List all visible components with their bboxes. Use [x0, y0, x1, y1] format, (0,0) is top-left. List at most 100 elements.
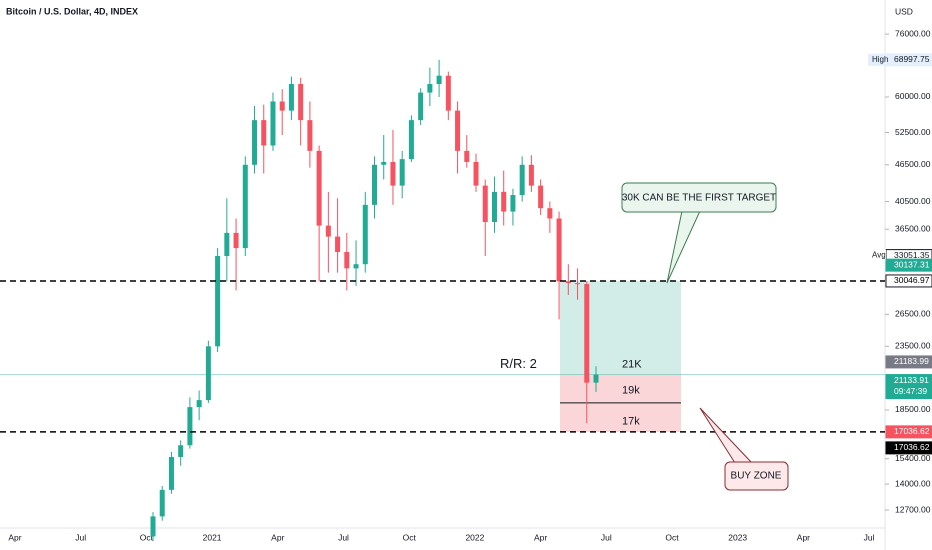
price-label: 21183.99	[894, 356, 929, 366]
candle-body	[547, 208, 553, 219]
candle-body	[593, 374, 599, 383]
callout-pointer	[699, 407, 753, 464]
price-label: 68997.75	[894, 54, 930, 64]
x-tick-label: Oct	[140, 532, 154, 542]
candle-body	[556, 218, 562, 282]
candle-body	[150, 516, 156, 537]
y-tick-label: 46500.00	[895, 159, 931, 169]
candle-body	[464, 150, 470, 162]
x-tick-label: Jul	[75, 532, 86, 542]
candle-body	[279, 101, 285, 111]
price-tag: Avg	[872, 251, 886, 260]
stop-label: 17k	[622, 415, 640, 427]
callout-box	[621, 182, 777, 213]
candle-body	[381, 161, 387, 165]
x-tick-label: Jul	[338, 532, 349, 542]
candle-body	[408, 120, 414, 160]
price-label-bg	[885, 425, 932, 439]
price-label-bg	[885, 441, 932, 455]
candle-body	[501, 191, 507, 212]
candle-body	[242, 164, 248, 249]
y-tick-label: 76000.00	[895, 28, 931, 38]
candle-body	[344, 252, 350, 269]
entry-label: 21K	[622, 358, 642, 370]
y-tick-label: 40500.00	[895, 196, 931, 206]
x-tick-label: Apr	[8, 532, 21, 542]
callout-box	[724, 461, 789, 491]
candle-body	[307, 120, 313, 151]
y-tick-label: 15400.00	[895, 453, 931, 463]
callout-pointer	[666, 210, 701, 284]
candle-body	[316, 150, 322, 226]
candle-body	[224, 232, 230, 257]
candle-body	[418, 92, 424, 121]
candle-body	[519, 164, 525, 196]
candle-body	[178, 445, 184, 458]
candle-body	[168, 457, 174, 490]
candle-body	[445, 75, 451, 111]
candle-body	[399, 159, 405, 186]
candle-body	[362, 204, 368, 265]
candle-body	[215, 256, 221, 347]
x-tick-label: Apr	[534, 532, 547, 542]
y-tick-label: 14000.00	[895, 478, 931, 488]
y-tick-label: 52500.00	[895, 127, 931, 137]
candle-body	[482, 185, 488, 223]
candle-body	[473, 161, 479, 186]
x-tick-label: 2023	[728, 532, 747, 542]
candle-body	[575, 283, 581, 285]
candle-body	[510, 195, 516, 212]
y-tick-label: 26500.00	[895, 309, 931, 319]
y-tick-label: 60000.00	[895, 91, 931, 101]
candle-body	[270, 101, 276, 146]
x-tick-label: Jul	[601, 532, 612, 542]
price-label: 33051.35	[894, 250, 930, 260]
x-tick-label: Oct	[403, 532, 417, 542]
x-tick-label: Apr	[797, 532, 810, 542]
price-label: 17036.62	[894, 426, 930, 436]
y-tick-label: 18500.00	[895, 404, 931, 414]
y-tick-label: 12700.00	[895, 504, 931, 514]
candle-body	[565, 281, 571, 284]
candle-body	[528, 164, 534, 186]
candle-body	[298, 84, 304, 121]
candle-body	[261, 120, 267, 146]
candle-body	[196, 400, 202, 408]
callout-text: 30K CAN BE THE FIRST TARGET	[622, 193, 776, 204]
price-tag-bg	[868, 249, 886, 262]
candle-body	[233, 232, 239, 249]
candle-body	[427, 84, 433, 93]
price-tag: High	[872, 55, 888, 64]
candle-body	[205, 346, 211, 401]
countdown: 09:47:39	[894, 386, 927, 396]
price-label: 21133.91	[894, 375, 929, 385]
price-label-bg	[885, 374, 932, 400]
price-label: 30137.31	[894, 259, 930, 269]
candle-body	[288, 84, 294, 111]
x-tick-label: Apr	[271, 532, 284, 542]
candle-body	[159, 489, 165, 517]
candle-body	[187, 407, 193, 446]
callout-text: BUY ZONE	[731, 471, 782, 482]
profit-zone	[560, 280, 681, 375]
candle-body	[390, 161, 396, 186]
y-tick-label: 36500.00	[895, 223, 931, 233]
currency: USD	[895, 6, 913, 16]
candle-body	[584, 284, 590, 383]
price-label: 17036.62	[894, 442, 930, 452]
candle-body	[436, 75, 442, 85]
y-tick-label: 23500.00	[895, 341, 931, 351]
candle-body	[353, 264, 359, 269]
candle-body	[335, 236, 341, 253]
x-tick-label: Jul	[864, 532, 875, 542]
price-label-bg	[885, 355, 932, 369]
candle-body	[372, 164, 377, 205]
ratio-label: R/R: 2	[500, 356, 537, 371]
chart-title: Bitcoin / U.S. Dollar, 4D, INDEX	[6, 6, 138, 16]
candle-body	[538, 185, 544, 209]
x-tick-label: 2021	[203, 532, 222, 542]
candle-body	[491, 191, 497, 223]
mid-label: 19k	[622, 385, 640, 397]
price-label-bg	[885, 274, 932, 288]
